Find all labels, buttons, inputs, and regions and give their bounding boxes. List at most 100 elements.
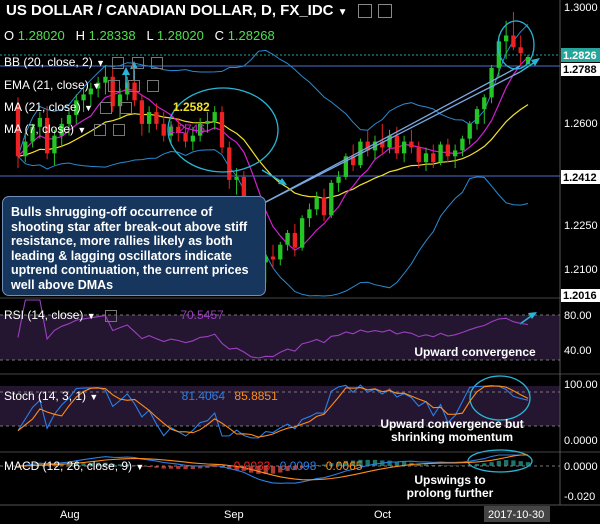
candle-body (350, 156, 356, 166)
macd-hist-bar (321, 464, 327, 466)
ohlc-high-key: H (75, 28, 85, 43)
analysis-note-text: Bulls shrugging-off occurrence of shooti… (11, 205, 249, 292)
rsi-arrowhead (528, 312, 537, 319)
candle-body (482, 97, 487, 110)
chevron-down-icon[interactable]: ▼ (89, 392, 99, 402)
macd-legend[interactable]: MACD (12, 26, close, 9) ▼ 0.0033 0.0098 … (4, 459, 362, 473)
macd-hist-bar (474, 464, 480, 466)
macd-hist-bar (329, 463, 334, 466)
macd-hist-bar (372, 459, 378, 466)
candle-body (380, 141, 385, 148)
stoch-legend[interactable]: Stoch (14, 3, 1) ▼ 81.4064 85.8851 (4, 389, 278, 403)
close-icon[interactable] (151, 56, 164, 69)
macd-hist-bar (416, 463, 421, 466)
candle-body (168, 126, 174, 136)
candle-body (394, 135, 400, 154)
trendline-lower (261, 71, 521, 205)
highlight-ellipse-stoch (469, 375, 531, 421)
candle-body (314, 197, 319, 210)
macd-hist-bar (132, 465, 137, 466)
macd-tick: 0.0000 (564, 461, 598, 473)
rsi-value: 70.5457 (180, 308, 224, 322)
price-badge-bg (561, 289, 600, 302)
settings-icon[interactable] (119, 101, 132, 114)
indicator-ma21[interactable]: MA (21, close) ▼ 1.2582 (4, 100, 210, 114)
macd-hist-bar (511, 460, 516, 466)
candle-body (431, 153, 436, 163)
chevron-down-icon[interactable]: ▼ (86, 311, 96, 321)
eye-icon[interactable] (112, 56, 125, 69)
candle-body (518, 47, 523, 54)
macd-hist-bar (95, 462, 101, 466)
macd-hist-bar (358, 459, 363, 466)
price-tick: 1.2250 (564, 220, 598, 232)
rsi-tick: 40.00 (564, 345, 592, 357)
macd-hist-bar (66, 464, 72, 466)
macd-hist-bar (263, 466, 268, 474)
indicator-ma21-label: MA (21, close) (4, 100, 81, 114)
macd-signal-line (17, 454, 528, 481)
rsi-legend[interactable]: RSI (14, close) ▼ 70.5457 (4, 308, 224, 322)
candle-body (423, 153, 429, 163)
candle-body (292, 232, 298, 248)
candle-body (387, 135, 392, 148)
macd-hist-bar (205, 466, 210, 468)
macd-hist-bar (489, 462, 494, 466)
macd-hist-bar (52, 464, 57, 466)
chevron-down-icon[interactable]: ▼ (135, 462, 145, 472)
settings-icon[interactable] (357, 4, 372, 19)
price-badge: 1.2788 (563, 64, 597, 76)
eye-icon[interactable] (100, 101, 113, 114)
candle-body (197, 123, 203, 136)
candle-body (336, 176, 341, 183)
candle-body (460, 138, 465, 151)
macd-line (17, 454, 528, 484)
macd-hist-value: 0.0033 (233, 459, 271, 473)
chevron-down-icon[interactable]: ▼ (96, 58, 105, 68)
macd-hist-bar (197, 466, 203, 469)
candle-body (474, 109, 480, 124)
indicator-bb[interactable]: BB (20, close, 2) ▼ (4, 55, 164, 69)
macd-hist-bar (460, 465, 465, 466)
macd-hist-bar (503, 460, 509, 466)
candle-body (59, 123, 64, 136)
close-icon[interactable] (377, 4, 392, 19)
indicator-ma7[interactable]: MA (7, close) ▼ 1.2746 (4, 122, 205, 136)
indicator-ema[interactable]: EMA (21, close) ▼ (4, 78, 159, 92)
candle-body (307, 209, 312, 219)
chevron-down-icon[interactable]: ▼ (77, 125, 87, 135)
macd-label: MACD (12, 26, close, 9) (4, 459, 133, 473)
candle-body (445, 144, 451, 157)
settings-icon[interactable] (127, 79, 140, 92)
eye-icon[interactable] (108, 79, 121, 92)
eye-icon[interactable] (104, 309, 117, 322)
trend-arrow-head (531, 58, 540, 66)
macd-hist-bar (44, 464, 50, 466)
analysis-note: Bulls shrugging-off occurrence of shooti… (2, 196, 266, 296)
candle-body (44, 117, 50, 154)
chevron-down-icon[interactable]: ▼ (84, 103, 93, 113)
eye-icon[interactable] (93, 123, 106, 136)
macd-annotation-text: Upswings to prolong further (406, 473, 494, 500)
macd-hist-bar (292, 466, 298, 471)
settings-icon[interactable] (131, 56, 144, 69)
macd-hist-bar (452, 465, 458, 467)
candle-body (321, 197, 327, 216)
macd-hist-bar (190, 466, 196, 470)
chart-title[interactable]: US DOLLAR / CANADIAN DOLLAR, D, FX_IDC ▼ (6, 2, 392, 19)
macd-annotation: Upswings to prolong further (398, 474, 502, 500)
chevron-down-icon[interactable]: ▼ (92, 81, 101, 91)
settings-icon[interactable] (112, 123, 125, 136)
time-badge: 2017-10-30 (488, 509, 544, 521)
macd-hist-bar (438, 465, 443, 466)
rsi-label: RSI (14, close) (4, 308, 84, 322)
price-badge-bg (561, 63, 600, 76)
candle-body (452, 150, 458, 157)
macd-tick: -0.020 (564, 491, 595, 503)
macd-hist-bar (307, 466, 312, 467)
bb-upper-line (17, 23, 529, 157)
candle-body (234, 176, 239, 180)
close-icon[interactable] (147, 79, 159, 92)
chevron-down-icon[interactable]: ▼ (337, 7, 348, 18)
macd-hist-bar (183, 466, 188, 470)
